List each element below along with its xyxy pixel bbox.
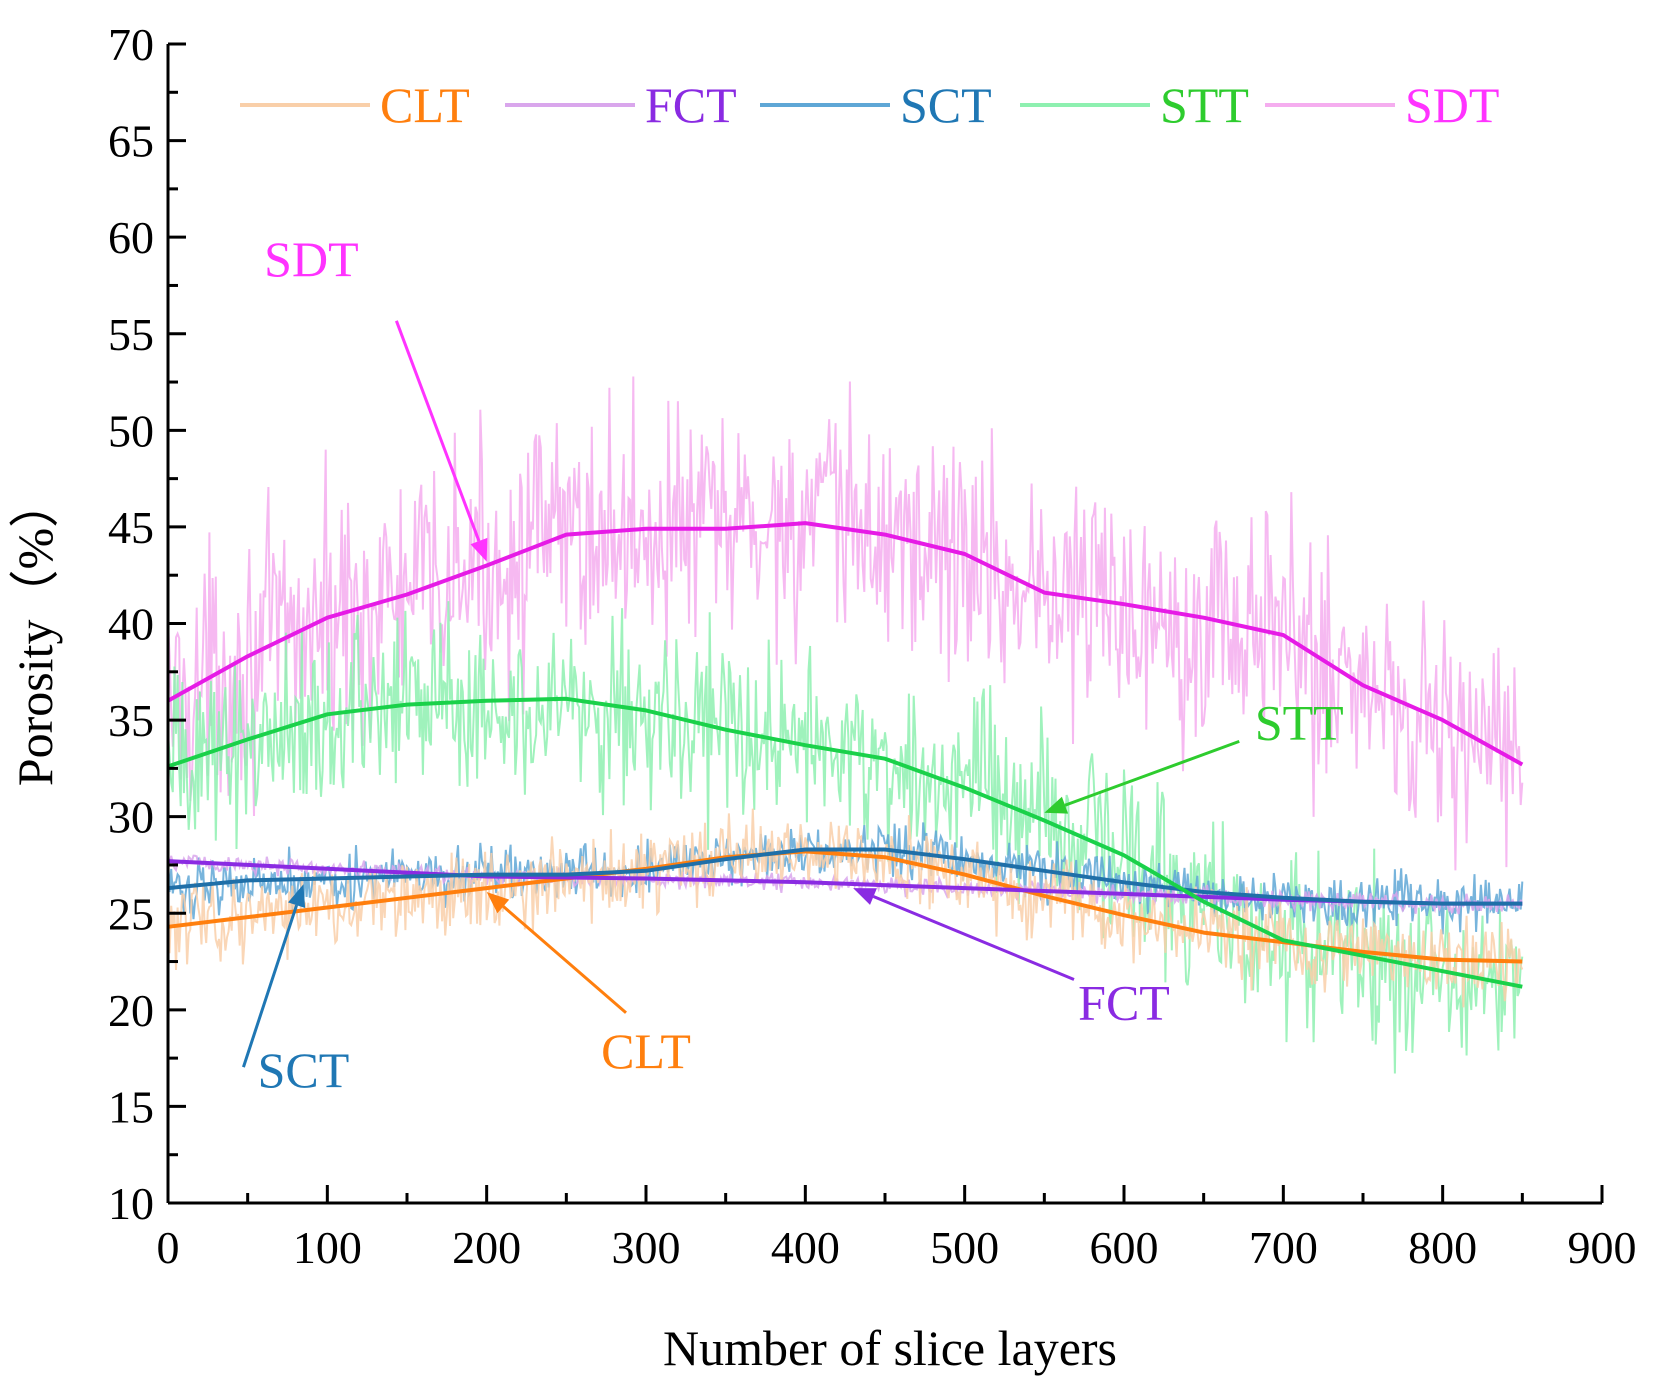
annotation-fct: FCT [1078, 974, 1170, 1030]
legend-label-sdt: SDT [1405, 77, 1499, 133]
y-tick-label: 30 [108, 792, 154, 843]
y-tick-label: 10 [108, 1178, 154, 1229]
annotation-sct: SCT [258, 1042, 350, 1098]
y-axis-title: Porosity（%） [7, 478, 63, 786]
annotation-arrow-shaft [1064, 739, 1240, 807]
fit-line-sdt [167, 521, 1524, 767]
x-tick-label: 0 [157, 1222, 180, 1273]
x-tick-label: 600 [1090, 1222, 1159, 1273]
y-tick-label: 70 [108, 19, 154, 70]
annotation-arrow-shaft [872, 895, 1075, 981]
legend: CLT FCT SCT STT SDT [240, 77, 1499, 133]
annotation-arrow-head [853, 888, 877, 905]
fit-series-layer [167, 521, 1524, 989]
y-tick-label: 60 [108, 212, 154, 263]
y-tick-label: 15 [108, 1081, 154, 1132]
y-tick-label: 25 [108, 888, 154, 939]
y-tick-label: 50 [108, 405, 154, 456]
annotation-arrow-head [486, 892, 510, 914]
axes: 0 100 200 300 400 500 600 700 800 900 10 15 20 25 30 35… [108, 19, 1637, 1273]
annotation-arrow-shaft [242, 904, 298, 1068]
raw-line-sct [167, 822, 1524, 935]
x-tick-label: 900 [1568, 1222, 1637, 1273]
legend-label-clt: CLT [380, 77, 470, 133]
y-tick-label: 20 [108, 985, 154, 1036]
x-tick-label: 300 [612, 1222, 681, 1273]
x-tick-label: 700 [1249, 1222, 1318, 1273]
x-tick-label: 400 [771, 1222, 840, 1273]
annotation-arrow-head [470, 537, 488, 562]
annotation-arrow-shaft [502, 905, 627, 1014]
y-tick-label: 35 [108, 695, 154, 746]
x-tick-label: 800 [1408, 1222, 1477, 1273]
legend-label-fct: FCT [645, 77, 737, 133]
raw-line-clt [167, 808, 1524, 1008]
x-tick-label: 200 [452, 1222, 521, 1273]
y-tick-label: 55 [108, 309, 154, 360]
legend-label-sct: SCT [900, 77, 992, 133]
annotation-arrow-head [1044, 796, 1069, 814]
annotations: SDT STT SCT CLT FCT [242, 231, 1344, 1098]
annotation-sdt: SDT [264, 231, 358, 287]
annotation-clt: CLT [601, 1023, 691, 1079]
fit-line-sct [167, 847, 1523, 906]
x-tick-label: 100 [293, 1222, 362, 1273]
raw-series-layer [167, 376, 1524, 1074]
legend-label-stt: STT [1160, 77, 1249, 133]
annotation-arrow-shaft [394, 320, 481, 542]
y-tick-label: 45 [108, 502, 154, 553]
x-tick-label: 500 [930, 1222, 999, 1273]
y-tick-label: 65 [108, 116, 154, 167]
annotation-stt: STT [1255, 694, 1344, 750]
y-tick-label: 40 [108, 599, 154, 650]
x-axis-title: Number of slice layers [663, 1320, 1117, 1376]
fit-line-stt [167, 696, 1523, 989]
annotation-arrow-head [288, 884, 306, 908]
raw-line-sdt [167, 376, 1524, 871]
